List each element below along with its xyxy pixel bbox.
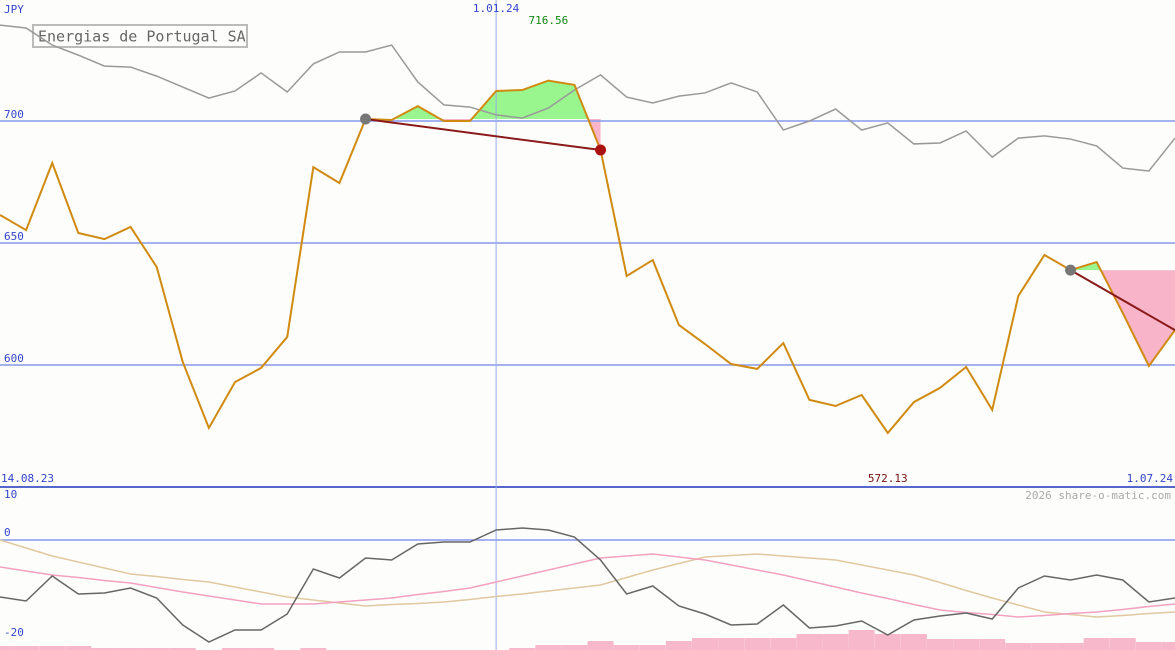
volume-bar <box>953 639 980 650</box>
volume-bar <box>13 646 40 650</box>
volume-bar <box>979 639 1006 650</box>
volume-bar <box>91 648 118 650</box>
trend-end <box>595 144 607 156</box>
y-tick-label: 650 <box>4 230 24 243</box>
trend-start <box>360 113 372 125</box>
x-tick-label: 1.01.24 <box>473 2 520 15</box>
volume-bar <box>65 646 92 650</box>
volume-bar <box>561 645 588 650</box>
min-label: 572.13 <box>868 472 908 485</box>
line <box>0 553 1175 618</box>
volume-bar <box>222 648 248 650</box>
volume-bar <box>639 645 666 650</box>
trend-line <box>1070 269 1175 331</box>
volume-bar <box>143 648 170 650</box>
signal-fill-below <box>1070 270 1175 366</box>
y-tick-label: 600 <box>4 352 24 365</box>
x-tick-label: 14.08.23 <box>1 472 54 485</box>
chart-title: Energias de Portugal SA <box>38 28 246 46</box>
volume-bar <box>39 646 66 650</box>
signal-fill-above <box>365 80 601 120</box>
volume-bar <box>665 641 692 650</box>
trend-line <box>365 118 601 152</box>
volume-bar <box>613 645 640 650</box>
volume-bar <box>874 634 901 650</box>
volume-bar <box>169 648 196 650</box>
trend-start <box>1065 264 1077 276</box>
volume-bar <box>300 648 327 650</box>
volume-bar <box>927 639 953 650</box>
volume-bar <box>535 645 562 650</box>
line <box>0 539 1175 618</box>
volume-bar <box>1057 643 1084 650</box>
y-axis-label: JPY <box>4 3 24 16</box>
volume-bar <box>770 638 797 650</box>
volume-bar <box>587 641 614 650</box>
volume-bar <box>744 638 771 650</box>
volume-bar <box>509 648 536 650</box>
volume-bar <box>848 630 875 650</box>
line <box>0 79 1175 435</box>
volume-bar <box>796 634 823 650</box>
credit: 2026 share-o-matic.com <box>1025 489 1171 502</box>
line <box>0 527 1175 643</box>
volume-bar <box>822 634 849 650</box>
line <box>0 24 1175 172</box>
y-tick-label: 700 <box>4 108 24 121</box>
volume-bar <box>692 638 718 650</box>
title-box <box>32 24 248 48</box>
x-tick-label: 1.07.24 <box>1127 472 1174 485</box>
y-tick-label: 0 <box>4 526 11 539</box>
volume-bar <box>0 646 13 650</box>
volume-bar <box>1109 638 1136 650</box>
max-label: 716.56 <box>528 14 568 27</box>
volume-bar <box>718 638 745 650</box>
volume-bar <box>900 634 927 650</box>
volume-bar <box>248 648 275 650</box>
y-tick-label: -20 <box>4 626 24 639</box>
volume-bar <box>1005 643 1032 650</box>
volume-bar <box>1031 643 1058 650</box>
volume-bar <box>117 648 144 650</box>
volume-bar <box>1135 642 1162 650</box>
volume-bar <box>1083 638 1110 650</box>
y-tick-label: 10 <box>4 488 17 501</box>
volume-bar <box>1162 642 1175 650</box>
